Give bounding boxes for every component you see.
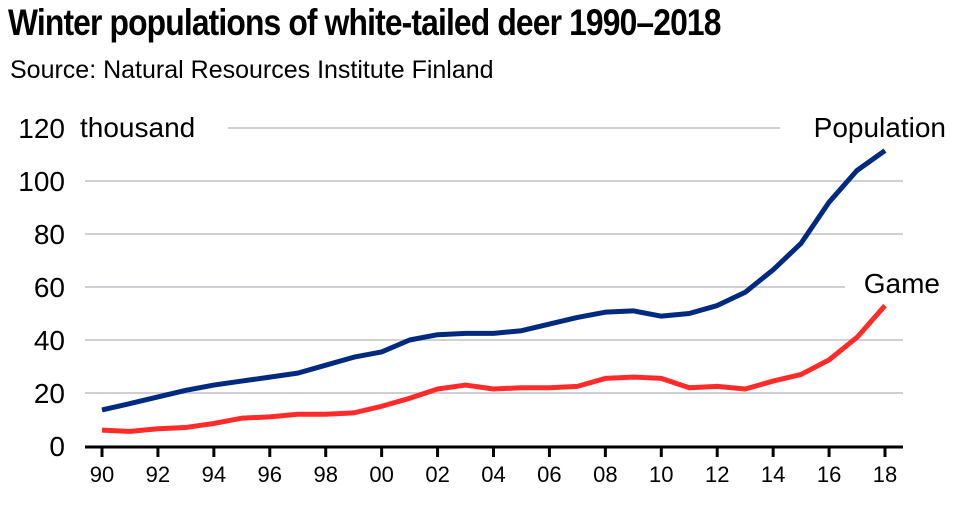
chart-title: Winter populations of white-tailed deer …: [8, 2, 721, 43]
y-tick-label: 0: [49, 431, 65, 462]
x-tick-label: 14: [761, 462, 785, 487]
x-tick-label: 04: [481, 462, 505, 487]
series-line-population: [101, 148, 887, 413]
series-label-game: Game: [864, 268, 940, 299]
x-tick-label: 06: [537, 462, 561, 487]
x-tick-label: 00: [369, 462, 393, 487]
y-tick-label: 80: [34, 219, 65, 250]
x-tick-label: 16: [817, 462, 841, 487]
y-tick-label: 20: [34, 378, 65, 409]
x-tick-label: 98: [313, 462, 337, 487]
x-tick-label: 96: [258, 462, 282, 487]
x-tick-label: 94: [202, 462, 226, 487]
x-tick-label: 92: [146, 462, 170, 487]
y-tick-label: 100: [18, 166, 65, 197]
y-axis-unit-label: thousand: [80, 112, 195, 143]
x-tick-label: 12: [705, 462, 729, 487]
chart-subtitle: Source: Natural Resources Institute Finl…: [10, 56, 494, 84]
series-label-population: Population: [814, 112, 946, 143]
y-tick-label: 60: [34, 272, 65, 303]
x-tick-label: 10: [649, 462, 673, 487]
x-tick-label: 18: [873, 462, 897, 487]
y-tick-label: 120: [18, 113, 65, 144]
x-tick-label: 02: [425, 462, 449, 487]
series-line-game: [101, 303, 887, 434]
y-tick-label: 40: [34, 325, 65, 356]
x-tick-label: 90: [90, 462, 114, 487]
x-tick-label: 08: [593, 462, 617, 487]
